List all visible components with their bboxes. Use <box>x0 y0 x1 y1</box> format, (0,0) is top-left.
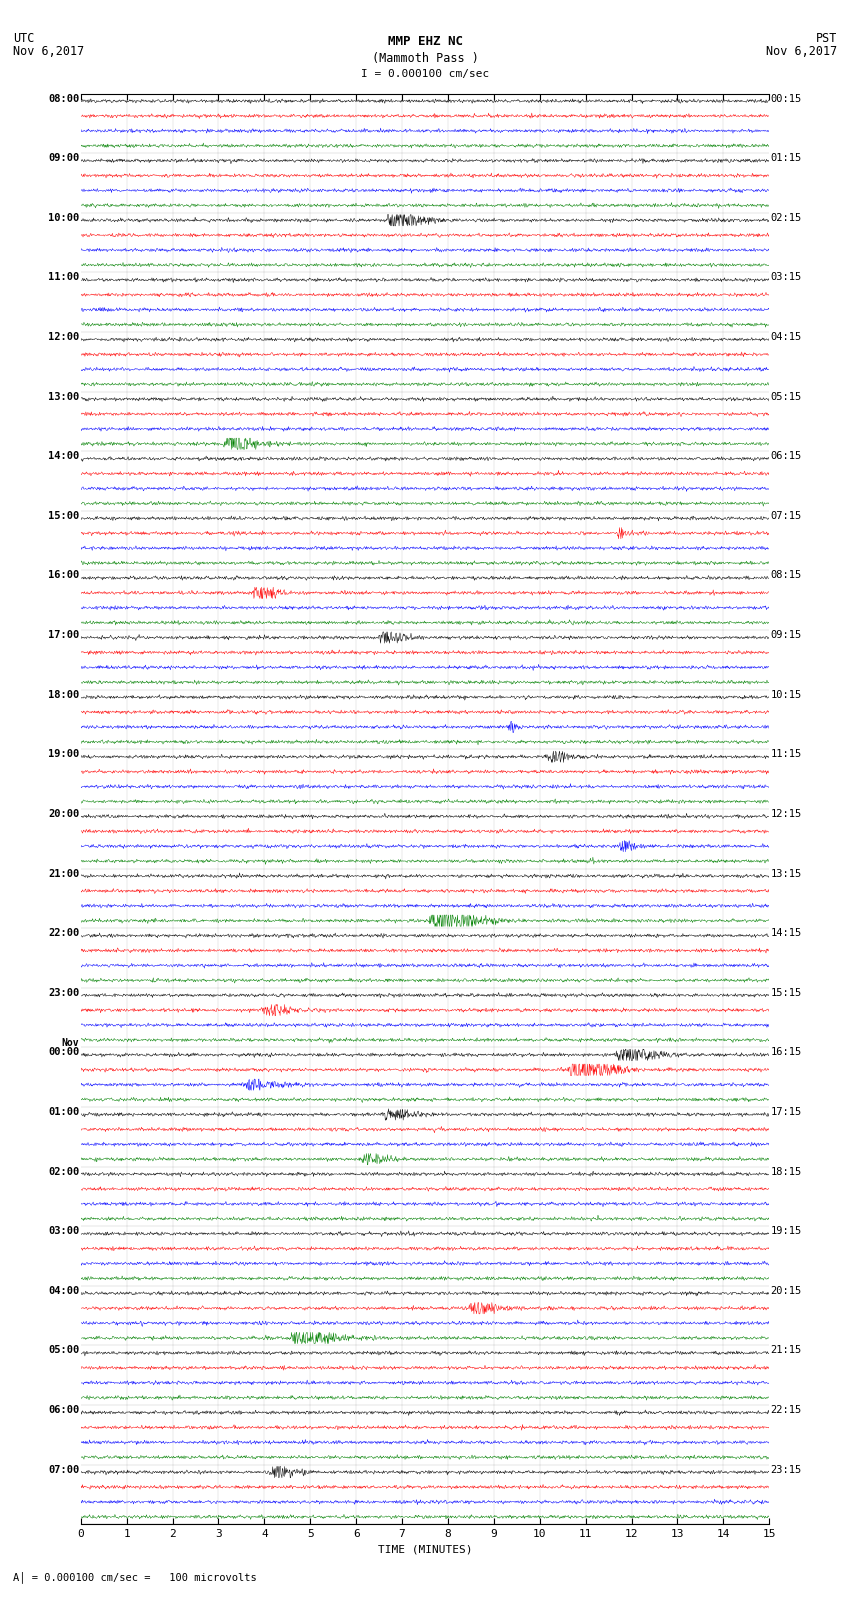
Text: 22:00: 22:00 <box>48 927 79 939</box>
Text: Nov 6,2017: Nov 6,2017 <box>766 45 837 58</box>
Text: A│ = 0.000100 cm/sec =   100 microvolts: A│ = 0.000100 cm/sec = 100 microvolts <box>13 1571 257 1584</box>
Text: 03:00: 03:00 <box>48 1226 79 1236</box>
Text: 15:15: 15:15 <box>771 987 802 998</box>
Text: 01:15: 01:15 <box>771 153 802 163</box>
Text: 21:00: 21:00 <box>48 868 79 879</box>
Text: 21:15: 21:15 <box>771 1345 802 1355</box>
Text: 17:15: 17:15 <box>771 1107 802 1116</box>
Text: 06:15: 06:15 <box>771 452 802 461</box>
Text: 16:00: 16:00 <box>48 571 79 581</box>
Text: 22:15: 22:15 <box>771 1405 802 1415</box>
Text: 00:00: 00:00 <box>48 1047 79 1058</box>
Text: 12:00: 12:00 <box>48 332 79 342</box>
Text: 23:00: 23:00 <box>48 987 79 998</box>
Text: 20:15: 20:15 <box>771 1286 802 1295</box>
Text: 07:00: 07:00 <box>48 1465 79 1474</box>
Text: 06:00: 06:00 <box>48 1405 79 1415</box>
Text: 13:15: 13:15 <box>771 868 802 879</box>
Text: 05:15: 05:15 <box>771 392 802 402</box>
Text: (Mammoth Pass ): (Mammoth Pass ) <box>371 52 479 65</box>
Text: PST: PST <box>816 32 837 45</box>
Text: UTC: UTC <box>13 32 34 45</box>
Text: I = 0.000100 cm/sec: I = 0.000100 cm/sec <box>361 69 489 79</box>
Text: 20:00: 20:00 <box>48 810 79 819</box>
Text: 01:00: 01:00 <box>48 1107 79 1116</box>
Text: 14:00: 14:00 <box>48 452 79 461</box>
Text: 14:15: 14:15 <box>771 927 802 939</box>
Text: 03:15: 03:15 <box>771 273 802 282</box>
Text: 10:00: 10:00 <box>48 213 79 223</box>
Text: 04:15: 04:15 <box>771 332 802 342</box>
Text: 07:15: 07:15 <box>771 511 802 521</box>
Text: MMP EHZ NC: MMP EHZ NC <box>388 35 462 48</box>
Text: 18:00: 18:00 <box>48 690 79 700</box>
Text: 12:15: 12:15 <box>771 810 802 819</box>
Text: Nov: Nov <box>62 1037 79 1048</box>
Text: 09:00: 09:00 <box>48 153 79 163</box>
X-axis label: TIME (MINUTES): TIME (MINUTES) <box>377 1545 473 1555</box>
Text: 08:00: 08:00 <box>48 94 79 103</box>
Text: 11:15: 11:15 <box>771 750 802 760</box>
Text: 08:15: 08:15 <box>771 571 802 581</box>
Text: 23:15: 23:15 <box>771 1465 802 1474</box>
Text: 11:00: 11:00 <box>48 273 79 282</box>
Text: 09:15: 09:15 <box>771 631 802 640</box>
Text: 10:15: 10:15 <box>771 690 802 700</box>
Text: Nov 6,2017: Nov 6,2017 <box>13 45 84 58</box>
Text: 00:15: 00:15 <box>771 94 802 103</box>
Text: 13:00: 13:00 <box>48 392 79 402</box>
Text: 19:00: 19:00 <box>48 750 79 760</box>
Text: 16:15: 16:15 <box>771 1047 802 1058</box>
Text: 05:00: 05:00 <box>48 1345 79 1355</box>
Text: 02:00: 02:00 <box>48 1166 79 1176</box>
Text: 04:00: 04:00 <box>48 1286 79 1295</box>
Text: 18:15: 18:15 <box>771 1166 802 1176</box>
Text: 15:00: 15:00 <box>48 511 79 521</box>
Text: 19:15: 19:15 <box>771 1226 802 1236</box>
Text: 17:00: 17:00 <box>48 631 79 640</box>
Text: 02:15: 02:15 <box>771 213 802 223</box>
